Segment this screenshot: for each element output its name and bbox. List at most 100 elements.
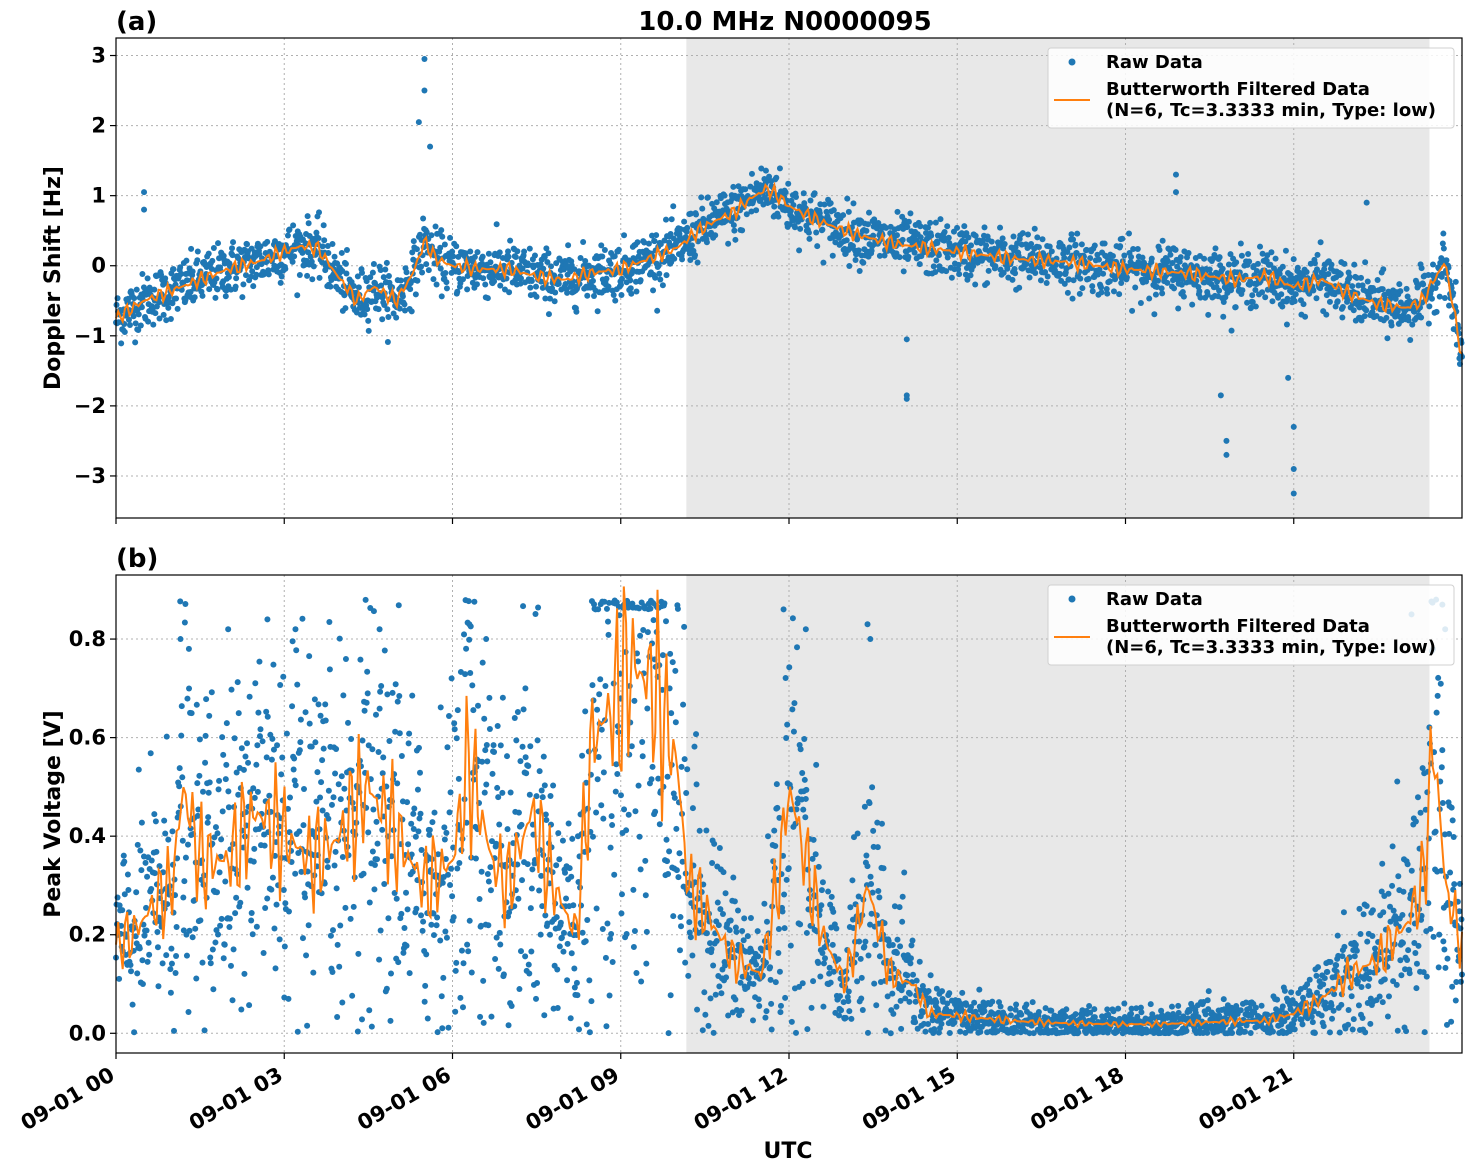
raw-point: [516, 986, 523, 993]
raw-point: [401, 925, 408, 932]
raw-point: [814, 243, 821, 250]
raw-point: [782, 189, 789, 196]
raw-point: [1306, 976, 1313, 983]
raw-point: [165, 293, 172, 300]
raw-point: [329, 240, 336, 247]
raw-point: [1096, 266, 1103, 273]
y-tick-label: 1: [91, 184, 106, 208]
raw-point: [497, 742, 504, 749]
raw-point: [1074, 230, 1081, 237]
raw-point: [1356, 304, 1363, 311]
raw-point: [432, 223, 439, 230]
raw-point: [765, 833, 772, 840]
raw-point: [1247, 1029, 1254, 1036]
raw-point: [184, 695, 191, 702]
raw-point: [852, 257, 859, 264]
raw-point: [771, 203, 778, 210]
raw-point: [981, 1008, 988, 1015]
raw-point: [1091, 1014, 1098, 1021]
raw-point: [723, 974, 730, 981]
raw-point: [487, 259, 494, 266]
raw-point: [1037, 277, 1044, 284]
raw-point: [825, 888, 832, 895]
raw-point: [134, 841, 141, 848]
raw-point: [517, 275, 524, 282]
raw-point: [1186, 1008, 1193, 1015]
raw-point: [447, 234, 454, 241]
raw-point: [306, 720, 313, 727]
raw-point: [708, 946, 715, 953]
raw-point: [810, 836, 817, 843]
raw-point: [541, 253, 548, 260]
raw-point: [1128, 254, 1135, 261]
raw-point: [418, 846, 425, 853]
raw-point-outlier: [141, 189, 148, 196]
raw-point-outlier: [421, 87, 428, 94]
raw-point: [368, 1023, 375, 1030]
raw-point: [325, 815, 332, 822]
raw-point: [972, 281, 979, 288]
raw-point: [1101, 240, 1108, 247]
raw-point: [249, 931, 256, 938]
raw-point: [273, 901, 280, 908]
raw-point: [244, 241, 251, 248]
raw-point: [1299, 1021, 1306, 1028]
raw-point: [972, 232, 979, 239]
raw-point: [1043, 280, 1050, 287]
raw-point: [981, 224, 988, 231]
raw-point: [866, 209, 873, 216]
raw-point: [144, 275, 151, 282]
raw-point: [681, 756, 688, 763]
raw-point: [414, 786, 421, 793]
raw-point: [866, 800, 873, 807]
raw-point: [1404, 293, 1411, 300]
raw-point: [679, 858, 686, 865]
raw-point: [365, 327, 372, 334]
raw-point: [139, 270, 146, 277]
raw-point: [479, 659, 486, 666]
raw-point: [220, 751, 227, 758]
raw-point: [948, 274, 955, 281]
raw-point: [507, 789, 514, 796]
raw-point: [1000, 269, 1007, 276]
raw-point: [202, 732, 209, 739]
raw-point: [997, 1003, 1004, 1010]
raw-point: [360, 870, 367, 877]
raw-point: [525, 763, 532, 770]
raw-point: [875, 887, 882, 894]
raw-point: [495, 794, 502, 801]
raw-point: [710, 962, 717, 969]
raw-point: [517, 758, 524, 765]
y-tick-label: 3: [91, 44, 106, 68]
raw-point: [178, 703, 185, 710]
raw-point: [369, 269, 376, 276]
raw-point: [1443, 257, 1450, 264]
raw-point: [1179, 288, 1186, 295]
raw-point: [408, 851, 415, 858]
raw-point: [792, 1029, 799, 1036]
raw-point: [788, 1018, 795, 1025]
raw-point: [321, 237, 328, 244]
raw-point: [225, 788, 232, 795]
raw-point: [403, 942, 410, 949]
legend-filtered-label: (N=6, Tc=3.3333 min, Type: low): [1106, 100, 1436, 121]
raw-point: [385, 915, 392, 922]
raw-point: [621, 806, 628, 813]
raw-point: [304, 272, 311, 279]
raw-point: [804, 1026, 811, 1033]
raw-point: [1211, 251, 1218, 258]
raw-point: [1432, 284, 1439, 291]
raw-point: [370, 806, 377, 813]
raw-point: [348, 736, 355, 743]
raw-point: [1238, 252, 1245, 259]
raw-data-points-a: [113, 56, 1465, 497]
raw-point: [420, 215, 427, 222]
raw-point: [468, 969, 475, 976]
raw-point: [415, 744, 422, 751]
raw-point: [767, 964, 774, 971]
raw-point: [326, 619, 333, 626]
raw-point: [899, 236, 906, 243]
raw-point: [179, 837, 186, 844]
raw-point: [617, 792, 624, 799]
